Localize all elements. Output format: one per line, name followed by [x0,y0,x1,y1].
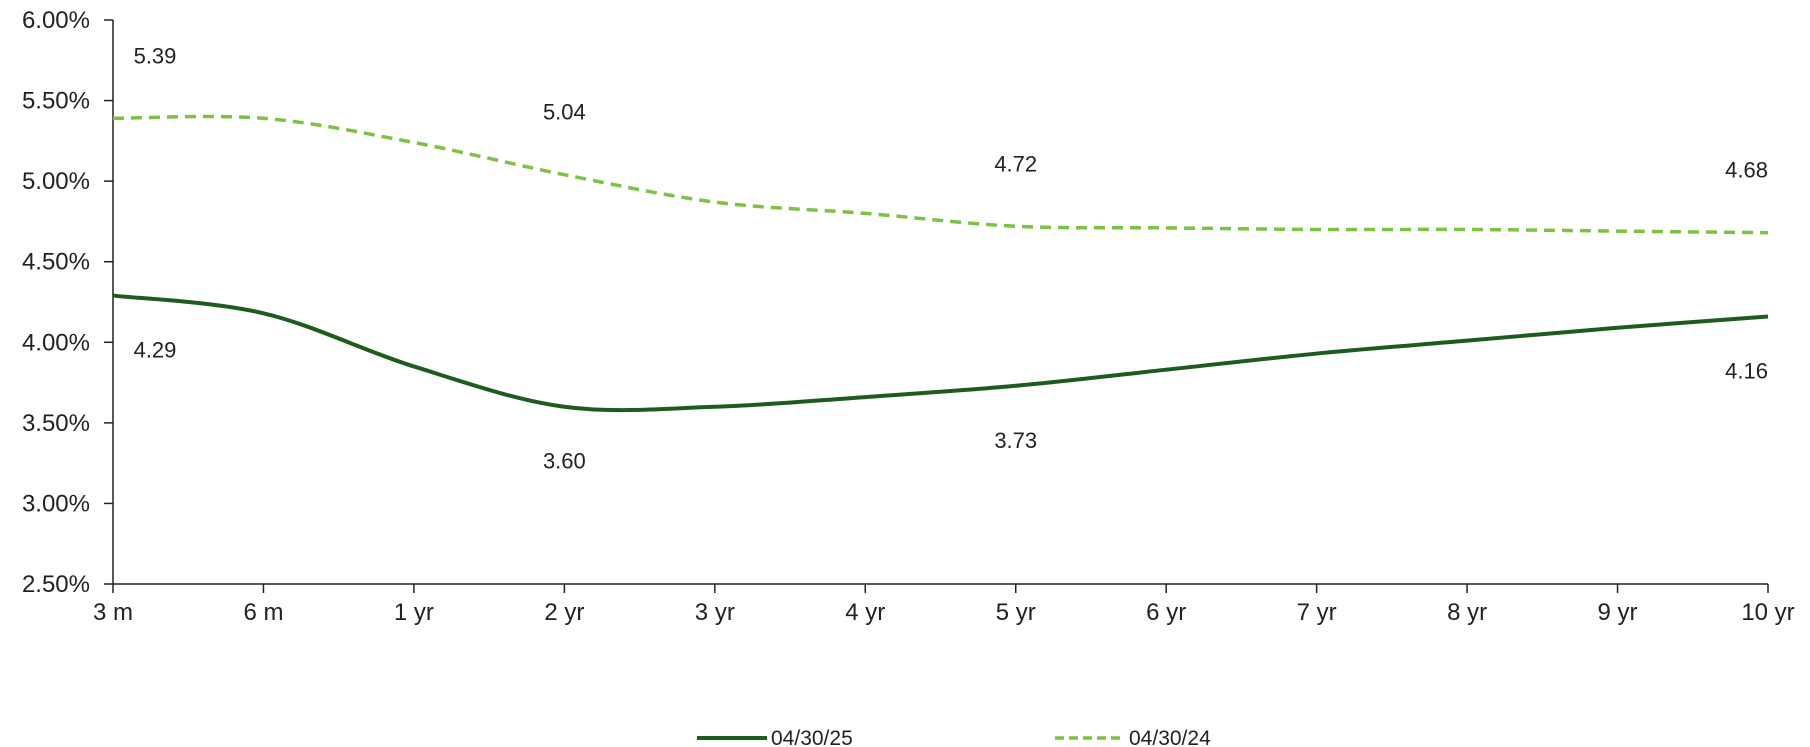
series-line-2 [112,114,1769,235]
y-tick-label: 4.00% [22,329,90,356]
data-label: 4.29 [134,338,177,363]
data-label: 5.39 [134,43,177,68]
x-tick-label: 7 yr [1297,599,1337,626]
legend: 04/30/25 04/30/24 [697,727,1211,747]
x-tick-label: 10 yr [1741,599,1794,626]
y-tick-label: 3.00% [22,490,90,517]
x-tick-label: 2 yr [544,599,584,626]
y-tick-label: 4.50% [22,249,90,276]
x-tick-label: 6 m [243,599,283,626]
y-tick-label: 2.50% [22,571,90,598]
series-layer [112,114,1769,413]
x-tick-label: 8 yr [1447,599,1487,626]
data-labels-layer: 4.29 3.60 3.73 4.16 5.39 5.04 4.72 4.68 [134,43,1768,473]
x-tick-label: 9 yr [1598,599,1638,626]
y-tick-label: 5.50% [22,88,90,115]
data-label: 4.72 [994,151,1037,176]
data-label: 3.73 [994,428,1037,453]
y-tick-label: 6.00% [22,7,90,34]
data-label: 4.16 [1725,359,1768,384]
x-tick-label: 3 yr [695,599,735,626]
x-tick-label: 4 yr [845,599,885,626]
x-tick-label: 5 yr [996,599,1036,626]
legend-label: 04/30/24 [1129,727,1211,747]
y-tick-label: 5.00% [22,168,90,195]
x-axis: 3 m 6 m 1 yr 2 yr 3 yr 4 yr 5 yr 6 yr 7 yr 8 yr 9 … [93,583,1795,626]
data-label: 3.60 [543,449,586,474]
y-axis: 2.50% 3.00% 3.50% 4.00% 4.50% 5.00% 5.50% 6.00% [22,7,114,598]
y-tick-label: 3.50% [22,410,90,437]
legend-label: 04/30/25 [771,727,853,747]
legend-item-1: 04/30/25 [697,727,853,747]
x-tick-label: 3 m [93,599,133,626]
data-label: 5.04 [543,100,586,125]
series-line-1 [112,293,1769,413]
data-label: 4.68 [1725,158,1768,183]
x-tick-label: 1 yr [394,599,434,626]
legend-item-2: 04/30/24 [1055,727,1211,747]
x-tick-label: 6 yr [1146,599,1186,626]
